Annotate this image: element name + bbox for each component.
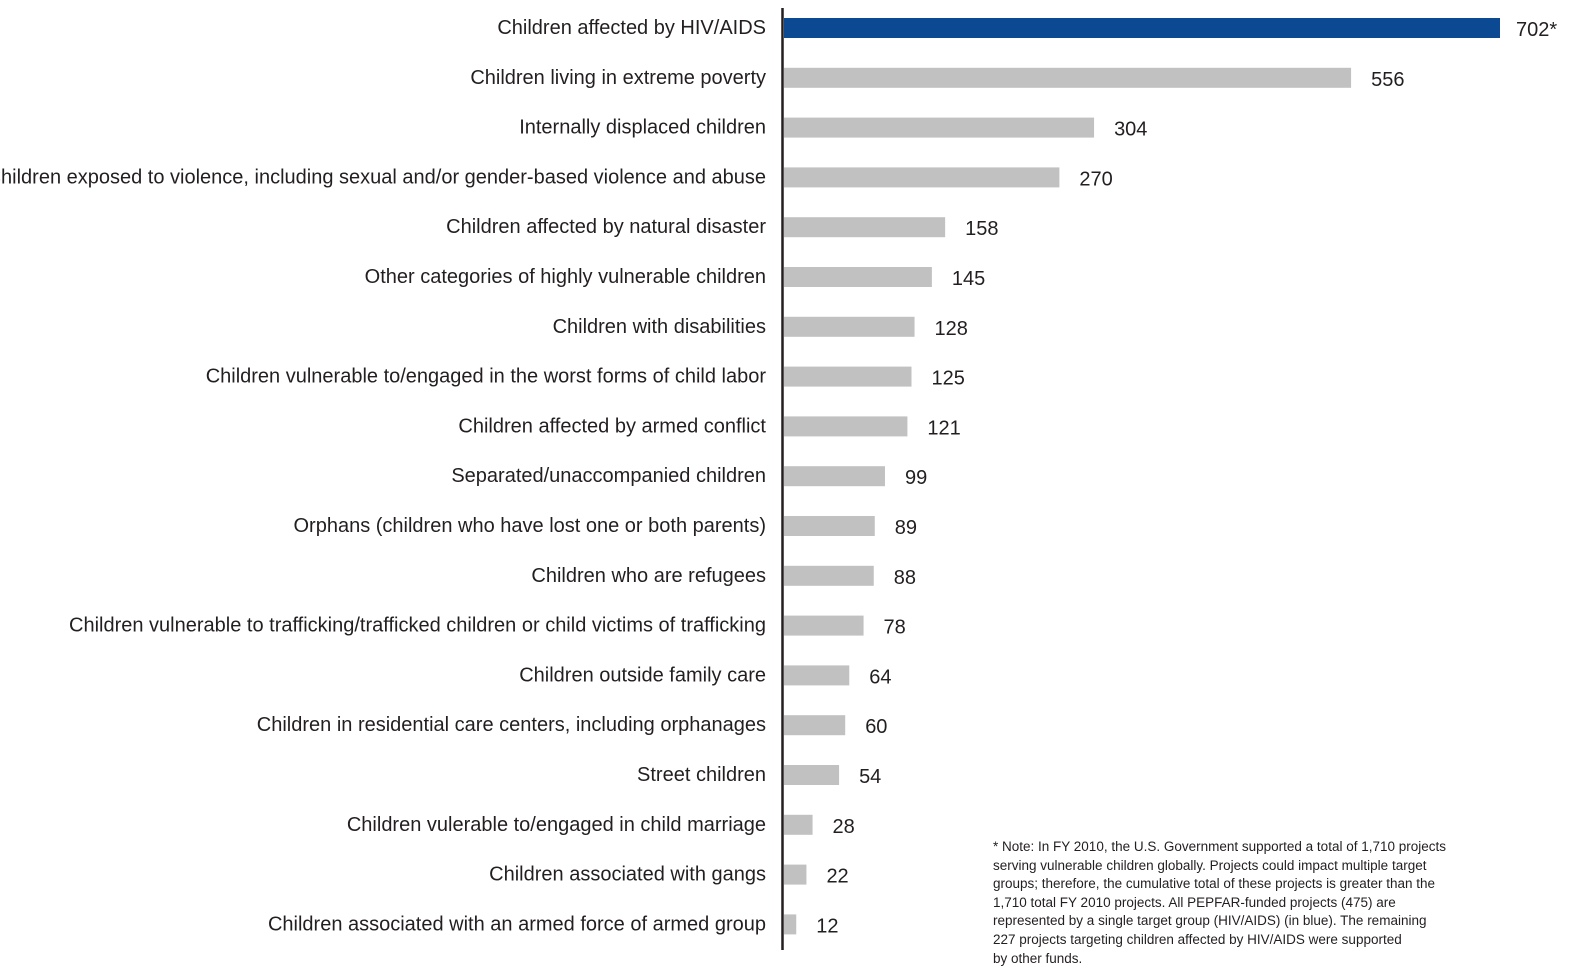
category-label: Orphans (children who have lost one or b… (294, 515, 767, 537)
category-label: Children outside family care (519, 664, 766, 686)
bar (784, 167, 1060, 188)
bar (784, 67, 1352, 88)
bar (784, 864, 807, 885)
category-labels: Children affected by HIV/AIDS Children li… (0, 17, 766, 935)
bar (784, 18, 1500, 38)
footnote: * Note: In FY 2010, the U.S. Government … (993, 839, 1447, 966)
value-label: 128 (935, 318, 968, 340)
value-label: 22 (826, 866, 848, 888)
bar (784, 217, 946, 238)
value-label: 12 (816, 915, 838, 937)
value-label: 125 (931, 368, 964, 390)
bar (784, 267, 932, 287)
category-label: Internally displaced children (519, 117, 766, 139)
category-label: Children vulnerable to trafficking/traff… (69, 615, 766, 637)
bar (784, 565, 874, 586)
value-label: 702* (1516, 19, 1557, 41)
category-label: Other categories of highly vulnerable ch… (365, 266, 766, 288)
bar (784, 814, 813, 835)
value-label: 158 (965, 218, 998, 240)
value-label: 78 (884, 617, 906, 639)
bar (784, 914, 797, 935)
bar (784, 316, 915, 337)
category-label: Children affected by natural disaster (446, 216, 766, 238)
category-label: Children vulerable to/engaged in child m… (347, 814, 766, 836)
bars-group (784, 18, 1500, 935)
category-label: Children vulnerable to/engaged in the wo… (206, 366, 767, 388)
category-label: Children exposed to violence, including … (0, 166, 766, 188)
category-label: Street children (637, 764, 766, 786)
value-labels: 702* 556 304 270 158 145 128 125 121 99 89 88 78 64 60… (816, 19, 1557, 937)
value-label: 89 (895, 517, 917, 539)
bar (784, 366, 912, 387)
value-label: 64 (869, 666, 891, 688)
value-label: 304 (1114, 119, 1147, 141)
bar (784, 416, 908, 437)
category-label: Children with disabilities (553, 316, 766, 338)
category-label: Children associated with an armed force … (268, 913, 766, 935)
bar (784, 117, 1095, 138)
category-label: Children associated with gangs (489, 864, 766, 886)
value-label: 28 (833, 816, 855, 838)
value-label: 121 (927, 417, 960, 439)
category-label: Children in residential care centers, in… (257, 714, 766, 736)
bar (784, 615, 864, 636)
bar (784, 765, 840, 785)
bar (784, 665, 850, 686)
value-label: 54 (859, 766, 881, 788)
value-label: 99 (905, 467, 927, 489)
value-label: 88 (894, 567, 916, 589)
value-label: 60 (865, 716, 887, 738)
category-label: Children who are refugees (531, 565, 766, 587)
bar (784, 715, 846, 736)
value-label: 270 (1079, 168, 1112, 190)
value-label: 556 (1371, 69, 1404, 91)
category-label: Separated/unaccompanied children (451, 465, 766, 487)
bar (784, 516, 875, 536)
category-label: Children affected by armed conflict (458, 415, 766, 437)
bar (784, 466, 885, 487)
value-label: 145 (952, 268, 985, 290)
category-label: Children affected by HIV/AIDS (497, 17, 766, 39)
category-label: Children living in extreme poverty (470, 67, 766, 89)
